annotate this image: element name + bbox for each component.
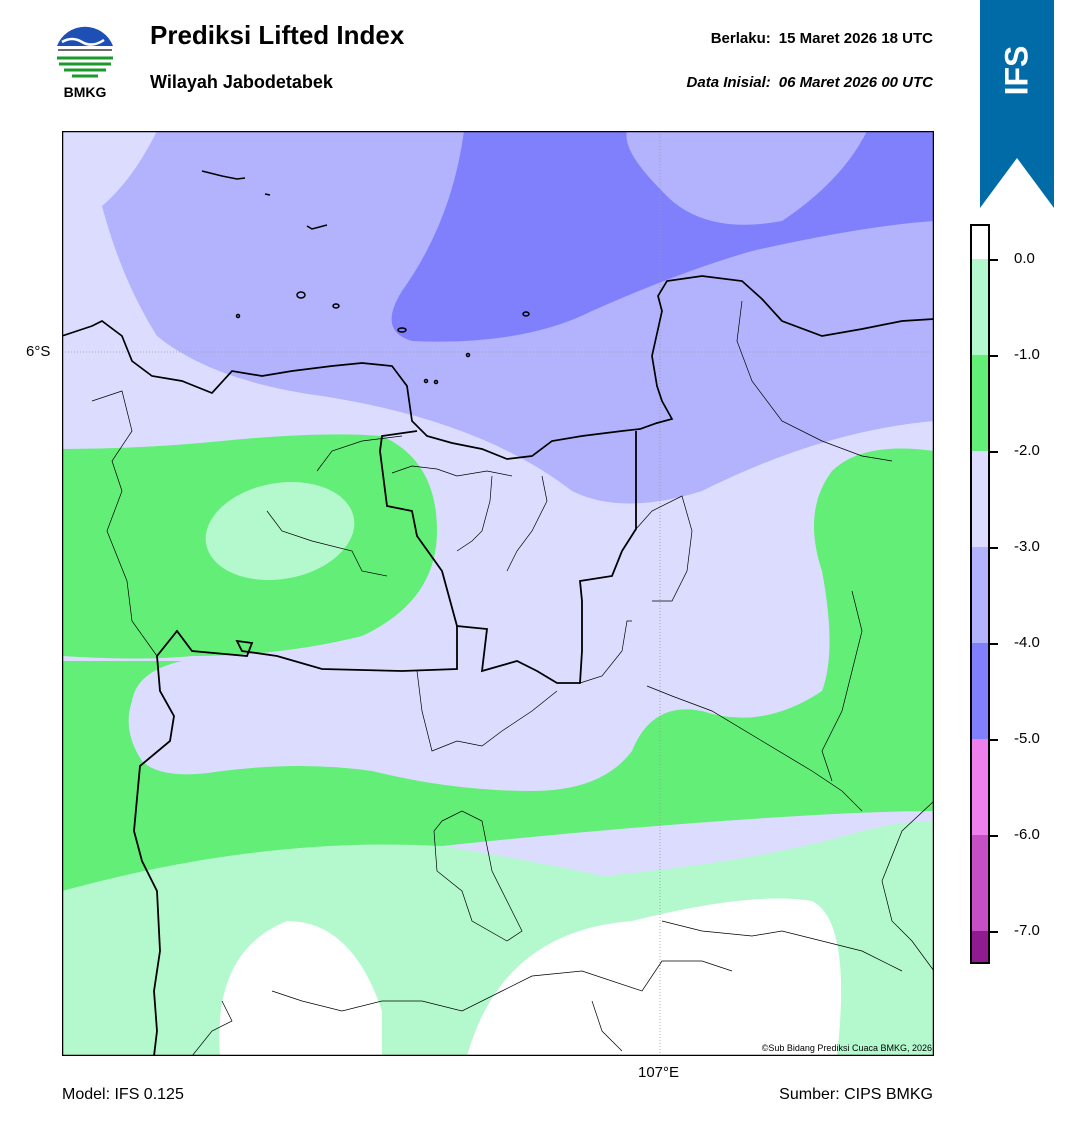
colorbar-tick: [990, 547, 998, 549]
valid-value: 15 Maret 2026 18 UTC: [778, 30, 933, 47]
colorbar-label: -3.0: [1014, 538, 1040, 555]
model-ribbon: [980, 0, 1054, 208]
colorbar-bin: [972, 451, 988, 547]
colorbar-tick: [990, 259, 998, 261]
valid-label: Berlaku:: [710, 30, 771, 47]
field-minus1-2-east: [62, 448, 934, 891]
colorbar-bin: [972, 643, 988, 739]
colorbar-bin: [972, 835, 988, 931]
bmkg-logo-icon: [55, 22, 115, 82]
colorbar-label: -1.0: [1014, 346, 1040, 363]
colorbar-label: 0.0: [1014, 250, 1035, 267]
source-label: Sumber: CIPS BMKG: [779, 1086, 933, 1103]
valid-time: Berlaku: 15 Maret 2026 18 UTC: [711, 30, 933, 47]
field-minus4-5: [391, 131, 934, 342]
colorbar-tick: [990, 739, 998, 741]
field-above0-se: [467, 898, 842, 1056]
init-label: Data Inisial:: [686, 74, 771, 91]
colorbar-bin: [972, 931, 988, 962]
thousand-islands: [201, 170, 530, 385]
colorbar-tick: [990, 451, 998, 453]
logo-text: BMKG: [63, 84, 107, 100]
copyright: ©Sub Bidang Prediksi Cuaca BMKG, 2026: [761, 1043, 932, 1053]
colorbar-label: -2.0: [1014, 442, 1040, 459]
colorbar-label: -7.0: [1014, 922, 1040, 939]
colorbar-tick: [990, 931, 998, 933]
colorbar-tick: [990, 643, 998, 645]
colorbar-bin: [972, 259, 988, 355]
province-boundary: [379, 430, 637, 684]
colorbar-bin: [972, 355, 988, 451]
model-label: Model: IFS 0.125: [62, 1086, 184, 1103]
colorbar-label: -5.0: [1014, 730, 1040, 747]
colorbar-tick: [990, 835, 998, 837]
init-value: 06 Maret 2026 00 UTC: [778, 74, 933, 91]
lon-label: 107°E: [638, 1064, 680, 1081]
field-above0-sw: [219, 921, 382, 1056]
ribbon-text: IFS: [998, 45, 1035, 95]
colorbar-bin: [972, 739, 988, 835]
colorbar-label: -4.0: [1014, 634, 1040, 651]
init-time: Data Inisial: 06 Maret 2026 00 UTC: [687, 74, 933, 91]
coastline: [62, 275, 934, 460]
page-subtitle: Wilayah Jabodetabek: [150, 72, 333, 92]
regency-boundaries: [91, 300, 934, 1056]
colorbar-bin: [972, 547, 988, 643]
lat-label: 6°S: [26, 343, 51, 360]
colorbar: [970, 224, 990, 964]
colorbar-label: -6.0: [1014, 826, 1040, 843]
page-title: Prediksi Lifted Index: [150, 20, 405, 50]
colorbar-tick: [990, 355, 998, 357]
field-0-1-inner: [205, 481, 355, 581]
lifted-index-map: [62, 131, 934, 1056]
colorbar-cap: [972, 226, 988, 259]
